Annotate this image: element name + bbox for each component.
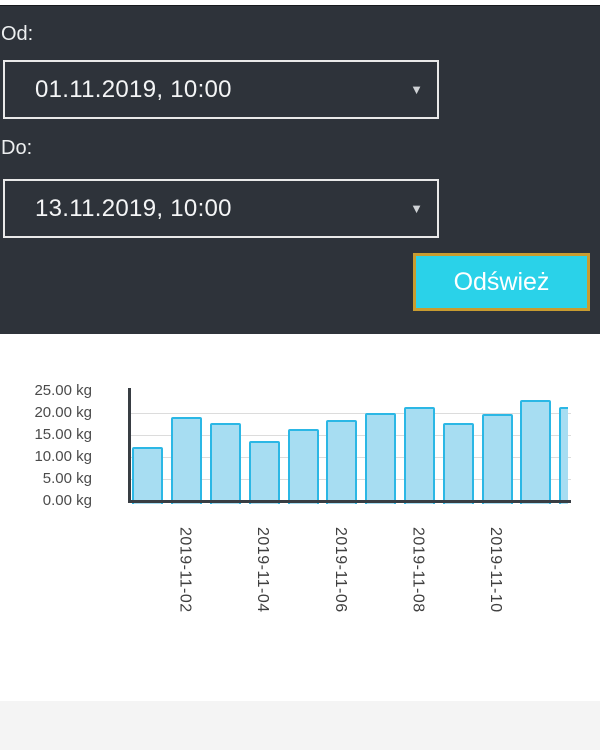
dropdown-arrow-icon: ▼: [410, 82, 423, 97]
y-tick-label: 0.00 kg: [42, 492, 92, 509]
x-tick-label: 2019-11-04: [254, 527, 272, 613]
bar-2019-11-08[interactable]: [403, 406, 435, 504]
bar-2019-11-12[interactable]: [559, 406, 568, 504]
y-tick-label: 15.00 kg: [34, 425, 92, 443]
to-label: Do:: [1, 137, 33, 159]
bar-2019-11-07[interactable]: [365, 413, 397, 504]
y-tick-label: 5.00 kg: [42, 469, 92, 487]
to-datetime-select[interactable]: 13.11.2019, 10:00 ▼: [3, 179, 439, 238]
x-tick-label: 2019-11-10: [487, 527, 504, 613]
bar-2019-11-05[interactable]: [287, 429, 319, 504]
x-tick-label: 2019-11-08: [409, 527, 427, 613]
chart-bars: [132, 386, 568, 504]
x-axis-line: [128, 500, 571, 503]
bar-2019-11-06[interactable]: [326, 420, 358, 504]
gridline: [131, 412, 571, 414]
refresh-button[interactable]: Odśwież: [413, 253, 590, 311]
from-label: Od:: [1, 23, 34, 45]
bar-2019-11-10[interactable]: [481, 414, 513, 504]
dropdown-arrow-icon: ▼: [410, 201, 423, 216]
x-tick-label: 2019-11-02: [176, 527, 194, 613]
bar-2019-11-11[interactable]: [520, 400, 552, 504]
x-tick-label: 2019-11-06: [331, 527, 349, 613]
y-tick-label: 20.00 kg: [34, 403, 92, 421]
y-tick-label: 10.00 kg: [34, 447, 92, 465]
y-tick-label: 25.00 kg: [34, 381, 92, 399]
y-axis-line: [128, 388, 131, 503]
to-datetime-value: 13.11.2019, 10:00: [35, 194, 232, 222]
date-filter-panel: Od: 01.11.2019, 10:00 ▼ Do: 13.11.2019, …: [0, 5, 600, 334]
bar-2019-11-04[interactable]: [248, 440, 280, 504]
bar-2019-11-02[interactable]: [171, 416, 203, 504]
bar-2019-11-03[interactable]: [209, 423, 241, 504]
bar-2019-11-09[interactable]: [442, 423, 474, 504]
bar-2019-11-01[interactable]: [132, 447, 164, 504]
from-datetime-select[interactable]: 01.11.2019, 10:00 ▼: [3, 60, 439, 119]
from-datetime-value: 01.11.2019, 10:00: [35, 75, 232, 103]
top-strip: [0, 0, 600, 5]
footer-bar: [0, 701, 600, 750]
